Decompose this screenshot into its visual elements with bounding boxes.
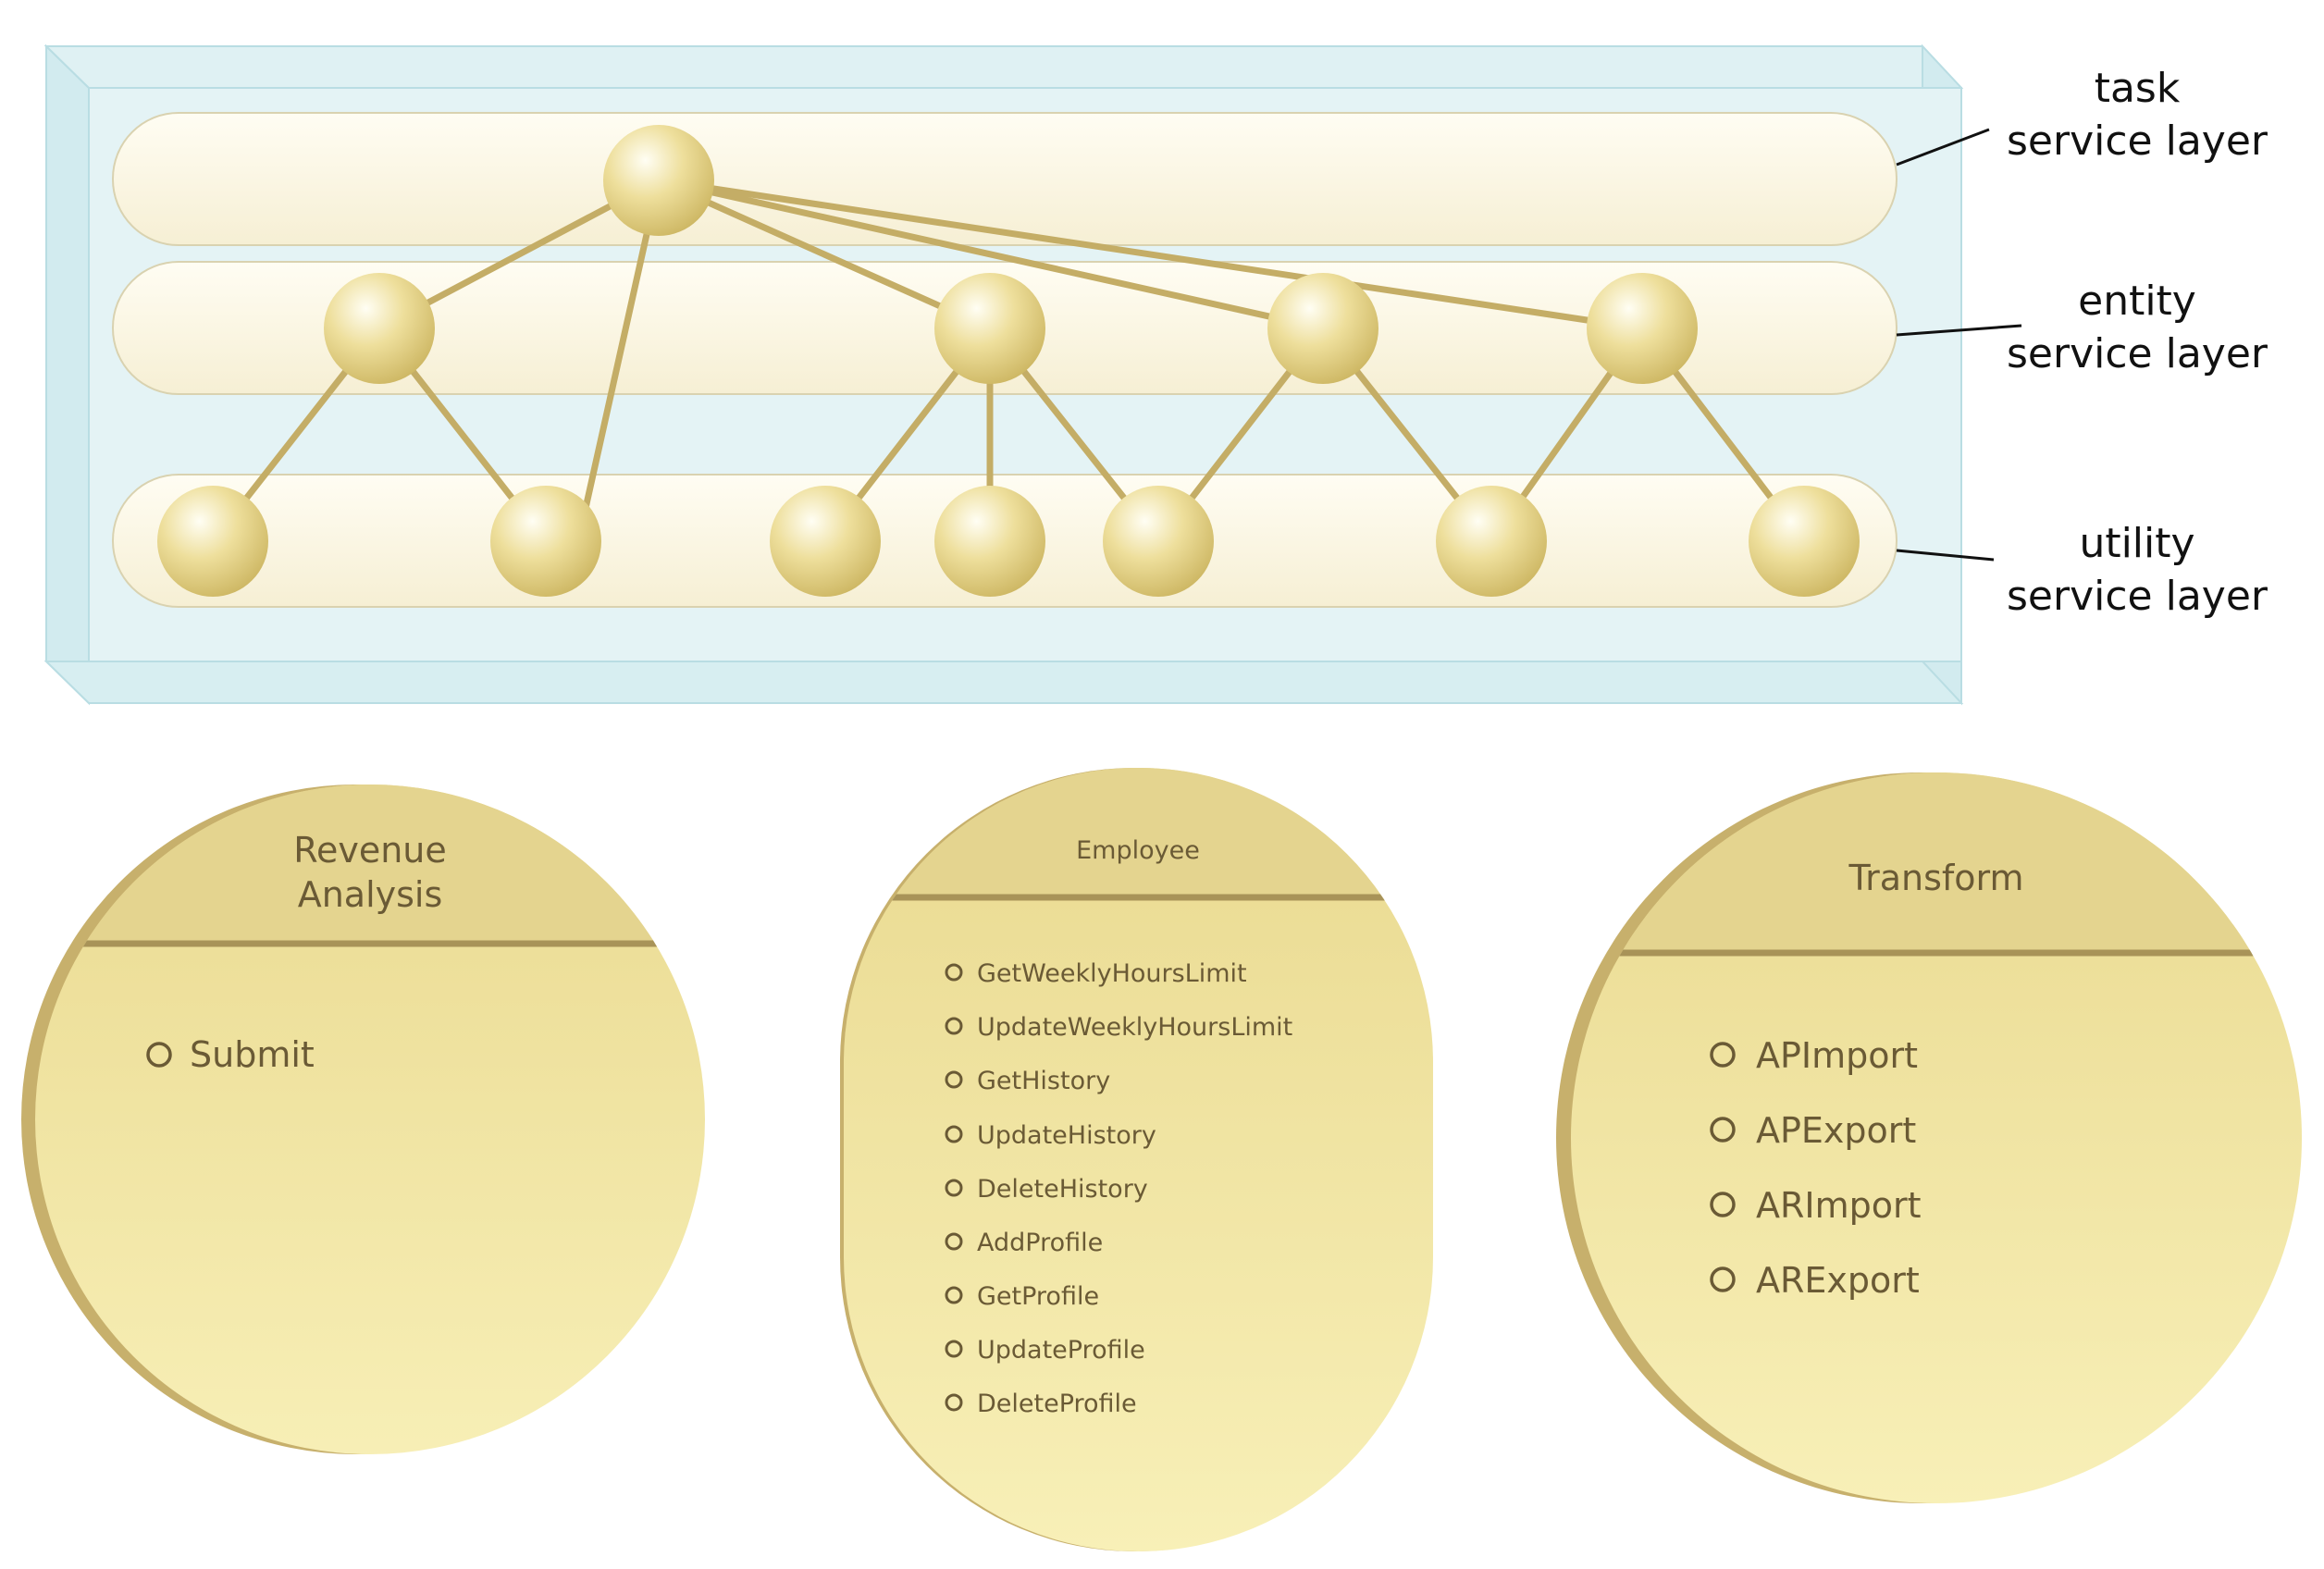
utility-service-node — [1749, 486, 1860, 597]
operation-item: GetWeeklyHoursLimit — [977, 959, 1247, 988]
operation-bullet-icon — [945, 1179, 963, 1197]
utility-service-node — [157, 486, 268, 597]
utility-service-node — [490, 486, 601, 597]
operation-item: GetProfile — [977, 1282, 1099, 1311]
operation-item: AddProfile — [977, 1229, 1103, 1257]
utility-layer-label-line1: utility — [2079, 520, 2194, 567]
transform-operations-list: APImport APExport ARImport ARExport — [1710, 1035, 1922, 1301]
operation-submit: Submit — [190, 1034, 315, 1075]
employee-service: Employee GetWeeklyHoursLimit UpdateWeekl… — [840, 768, 1433, 1551]
operation-item: UpdateWeeklyHoursLimit — [977, 1013, 1292, 1042]
operation-item: DeleteHistory — [977, 1175, 1148, 1204]
employee-operations-list: GetWeeklyHoursLimit UpdateWeeklyHoursLim… — [945, 959, 1292, 1418]
operation-item: DeleteProfile — [977, 1390, 1137, 1418]
operation-bullet-icon — [146, 1042, 172, 1068]
operation-item: GetHistory — [977, 1067, 1110, 1095]
entity-service-node — [324, 273, 435, 384]
transform-title: Transform — [1848, 858, 2023, 898]
operation-item: APExport — [1756, 1110, 1916, 1151]
label-leader-lines — [1896, 128, 2022, 562]
operation-bullet-icon — [1710, 1042, 1736, 1068]
operation-bullet-icon — [945, 1393, 963, 1412]
operation-bullet-icon — [1710, 1266, 1736, 1292]
entity-service-node — [934, 273, 1045, 384]
entity-layer-label-line2: service layer — [2007, 330, 2268, 377]
operation-bullet-icon — [1710, 1117, 1736, 1143]
revenue-analysis-title-line1: Revenue — [293, 830, 447, 871]
operation-item: ARExport — [1756, 1260, 1920, 1301]
employee-title: Employee — [1076, 836, 1200, 865]
revenue-analysis-title-line2: Analysis — [298, 874, 443, 915]
operation-bullet-icon — [945, 1286, 963, 1304]
utility-service-node — [770, 486, 881, 597]
utility-service-node — [1103, 486, 1214, 597]
operation-bullet-icon — [945, 963, 963, 982]
operation-item: APImport — [1756, 1035, 1918, 1076]
operation-item: ARImport — [1756, 1185, 1922, 1226]
transform-service: Transform APImport APExport ARImport ARE… — [1556, 772, 2302, 1503]
operation-bullet-icon — [1710, 1192, 1736, 1217]
operation-bullet-icon — [945, 1017, 963, 1035]
utility-layer-label-line2: service layer — [2007, 573, 2268, 620]
task-service-node — [603, 125, 714, 236]
operation-bullet-icon — [945, 1340, 963, 1358]
task-layer-label-line1: task — [2095, 65, 2181, 112]
operation-bullet-icon — [945, 1125, 963, 1143]
revenue-analysis-service: Revenue Analysis Submit — [21, 784, 705, 1454]
task-layer-label-line2: service layer — [2007, 117, 2268, 165]
operation-bullet-icon — [945, 1232, 963, 1251]
operation-item: UpdateHistory — [977, 1121, 1156, 1150]
utility-service-node — [1436, 486, 1547, 597]
entity-service-node — [1267, 273, 1378, 384]
operation-bullet-icon — [945, 1070, 963, 1089]
entity-layer-label-line1: entity — [2078, 278, 2196, 325]
operation-item: UpdateProfile — [977, 1336, 1145, 1365]
utility-service-node — [934, 486, 1045, 597]
task-layer-lane — [112, 112, 1898, 246]
entity-service-node — [1587, 273, 1698, 384]
